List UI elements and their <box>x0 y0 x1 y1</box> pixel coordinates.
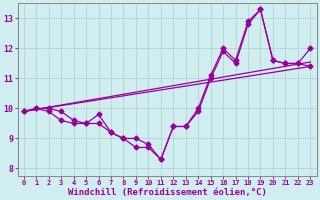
X-axis label: Windchill (Refroidissement éolien,°C): Windchill (Refroidissement éolien,°C) <box>68 188 267 197</box>
